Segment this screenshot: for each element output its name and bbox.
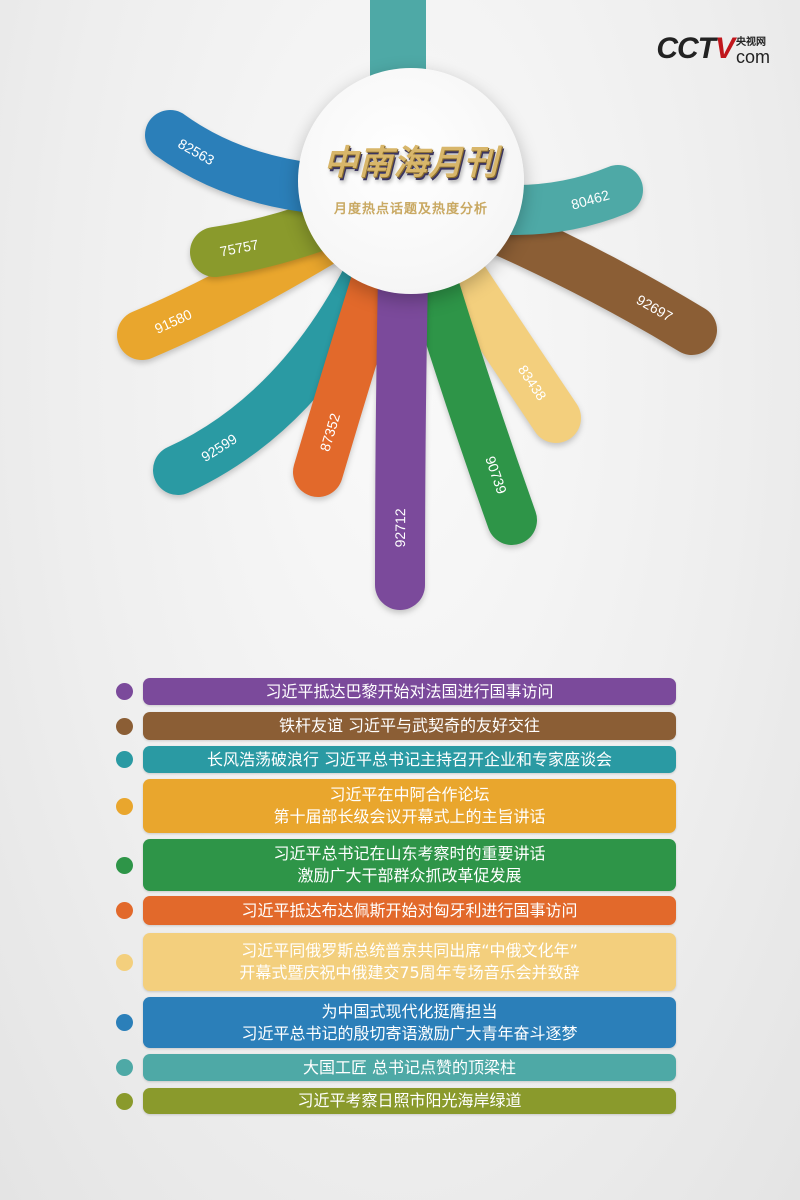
hub-subtitle: 月度热点话题及热度分析 bbox=[333, 202, 488, 217]
topic-item: 习近平考察日照市阳光海岸绿道 bbox=[116, 1088, 676, 1114]
topic-item: 习近平总书记在山东考察时的重要讲话 激励广大干部群众抓改革促发展 bbox=[116, 839, 676, 891]
topic-bar: 铁杆友谊 习近平与武契奇的友好交往 bbox=[143, 712, 676, 740]
topic-title-line: 习近平在中阿合作论坛 bbox=[329, 785, 490, 804]
topic-item: 为中国式现代化挺膺担当 习近平总书记的殷切寄语激励广大青年奋斗逐梦 bbox=[116, 997, 676, 1048]
logo-main: CCTV bbox=[656, 32, 735, 65]
topic-bar: 习近平同俄罗斯总统普京共同出席“中俄文化年” 开幕式暨庆祝中俄建交75周年专场音乐… bbox=[143, 933, 676, 991]
topic-title-line: 习近平同俄罗斯总统普京共同出席“中俄文化年” bbox=[241, 941, 578, 960]
topic-color-dot bbox=[116, 751, 133, 768]
topic-title-line: 习近平抵达巴黎开始对法国进行国事访问 bbox=[265, 681, 554, 701]
topic-bar: 习近平抵达巴黎开始对法国进行国事访问 bbox=[143, 678, 676, 705]
top-stub bbox=[370, 0, 426, 80]
topic-title-line: 第十届部长级会议开幕式上的主旨讲话 bbox=[273, 807, 546, 826]
topic-color-dot bbox=[116, 717, 133, 735]
topic-bar: 大国工匠 总书记点赞的顶梁柱 bbox=[143, 1054, 676, 1081]
topic-color-dot bbox=[116, 1059, 133, 1076]
topic-bar: 习近平在中阿合作论坛第十届部长级会议开幕式上的主旨讲话 bbox=[143, 779, 676, 833]
topic-list: 习近平抵达巴黎开始对法国进行国事访问 铁杆友谊 习近平与武契奇的友好交往长风浩荡破… bbox=[116, 678, 676, 1114]
topic-item: 大国工匠 总书记点赞的顶梁柱 bbox=[116, 1054, 676, 1081]
topic-item: 长风浩荡破浪行 习近平总书记主持召开企业和专家座谈会 bbox=[116, 746, 676, 773]
topic-title-line: 铁杆友谊 习近平与武契奇的友好交往 bbox=[278, 716, 541, 735]
topic-title-line: 长风浩荡破浪行 习近平总书记主持召开企业和专家座谈会 bbox=[206, 749, 613, 769]
topic-color-dot bbox=[116, 902, 133, 919]
topic-color-dot bbox=[116, 953, 133, 971]
topic-bar: 长风浩荡破浪行 习近平总书记主持召开企业和专家座谈会 bbox=[143, 746, 676, 773]
topic-bar: 习近平考察日照市阳光海岸绿道 bbox=[143, 1088, 676, 1114]
title-badge: 中南海月刊 月度热点话题及热度分析 bbox=[298, 68, 524, 294]
logo-com: com bbox=[735, 47, 770, 67]
topic-item: 习近平在中阿合作论坛第十届部长级会议开幕式上的主旨讲话 bbox=[116, 779, 676, 833]
topic-item: 铁杆友谊 习近平与武契奇的友好交往 bbox=[116, 712, 676, 740]
topic-bar: 习近平总书记在山东考察时的重要讲话 激励广大干部群众抓改革促发展 bbox=[143, 839, 676, 891]
hub-title: 中南海月刊 bbox=[323, 143, 499, 183]
topic-color-dot bbox=[116, 683, 133, 700]
cctv-logo: CCTV 央视网 com bbox=[656, 32, 770, 66]
petal-value-label: 92712 bbox=[392, 508, 408, 547]
topic-item: 习近平抵达布达佩斯开始对匈牙利进行国事访问 bbox=[116, 896, 676, 925]
topic-color-dot bbox=[116, 797, 133, 815]
topic-title-line: 习近平总书记在山东考察时的重要讲话 bbox=[273, 844, 546, 863]
topic-title-line: 大国工匠 总书记点赞的顶梁柱 bbox=[302, 1057, 517, 1077]
topic-title-line: 习近平考察日照市阳光海岸绿道 bbox=[297, 1091, 522, 1110]
logo-cn: 央视网 bbox=[735, 37, 766, 48]
topic-bar: 为中国式现代化挺膺担当 习近平总书记的殷切寄语激励广大青年奋斗逐梦 bbox=[143, 997, 676, 1048]
topic-title-line: 开幕式暨庆祝中俄建交75周年专场音乐会并致辞 bbox=[239, 963, 580, 982]
topic-title-line: 习近平总书记的殷切寄语激励广大青年奋斗逐梦 bbox=[241, 1023, 578, 1043]
topic-title-line: 激励广大干部群众抓改革促发展 bbox=[297, 866, 522, 885]
topic-title-line: 习近平抵达布达佩斯开始对匈牙利进行国事访问 bbox=[241, 900, 578, 920]
topic-item: 习近平同俄罗斯总统普京共同出席“中俄文化年” 开幕式暨庆祝中俄建交75周年专场音乐… bbox=[116, 933, 676, 991]
topic-title-line: 为中国式现代化挺膺担当 bbox=[321, 1001, 498, 1021]
topic-bar: 习近平抵达布达佩斯开始对匈牙利进行国事访问 bbox=[143, 896, 676, 925]
topic-item: 习近平抵达巴黎开始对法国进行国事访问 bbox=[116, 678, 676, 705]
topic-color-dot bbox=[116, 1014, 133, 1031]
topic-color-dot bbox=[116, 856, 133, 874]
topic-color-dot bbox=[116, 1092, 133, 1110]
petal-value-label: 75757 bbox=[219, 236, 261, 259]
